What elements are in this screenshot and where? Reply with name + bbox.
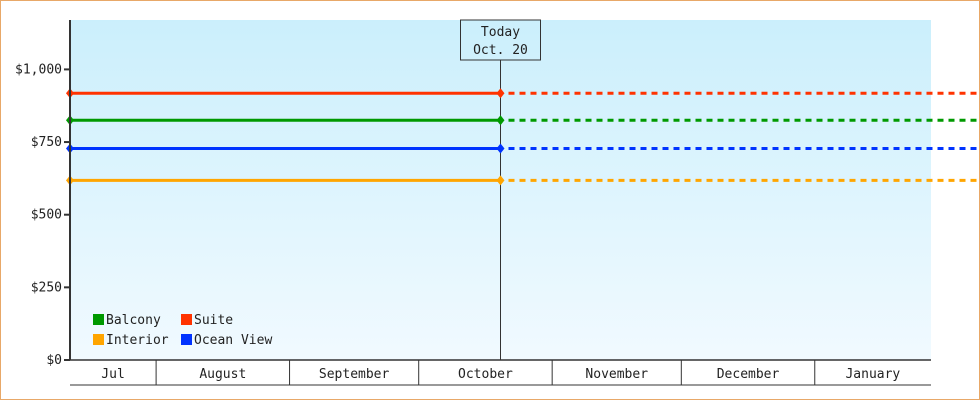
y-tick-label: $0 <box>46 353 62 368</box>
legend-swatch <box>181 334 192 345</box>
legend-label: Suite <box>194 313 233 328</box>
legend-swatch <box>181 314 192 325</box>
y-tick-label: $1,000 <box>15 62 62 77</box>
legend-swatch <box>93 334 104 345</box>
month-label: January <box>845 367 900 382</box>
y-tick-label: $250 <box>31 280 62 295</box>
month-label: October <box>458 367 513 382</box>
month-label: December <box>717 367 780 382</box>
month-label: Jul <box>101 367 124 382</box>
month-label: August <box>199 367 246 382</box>
y-tick-label: $500 <box>31 208 62 223</box>
data-point <box>496 88 505 99</box>
y-tick-label: $750 <box>31 135 62 150</box>
legend-label: Ocean View <box>194 333 272 348</box>
data-point <box>496 175 505 186</box>
data-point <box>496 143 505 154</box>
month-label: September <box>319 367 390 382</box>
today-box <box>460 19 541 61</box>
data-point <box>496 115 505 126</box>
legend-swatch <box>93 314 104 325</box>
today-date: Oct. 20 <box>473 43 528 58</box>
legend-label: Balcony <box>106 313 161 328</box>
today-title: Today <box>481 25 520 40</box>
legend-label: Interior <box>106 333 169 348</box>
month-label: November <box>585 367 648 382</box>
